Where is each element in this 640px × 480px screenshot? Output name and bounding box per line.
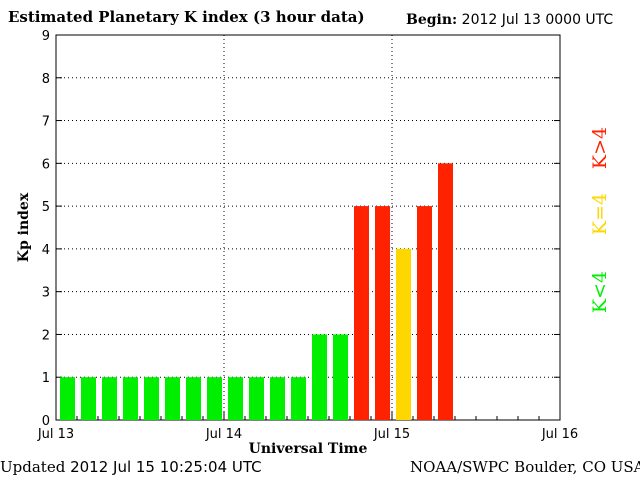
- legend-low: K<4: [589, 270, 612, 314]
- bar: [207, 377, 222, 420]
- bar: [333, 334, 348, 420]
- bar: [396, 248, 411, 420]
- y-tick-label: 8: [42, 72, 50, 87]
- y-tick-label: 5: [42, 200, 50, 215]
- bar: [312, 334, 327, 420]
- x-tick-label: Jul 16: [541, 427, 578, 442]
- updated-value: 2012 Jul 15 10:25:04 UTC: [70, 458, 262, 476]
- legend-high: K>4: [589, 126, 612, 170]
- credit-text: NOAA/SWPC Boulder, CO USA: [410, 458, 640, 476]
- x-tick-label: Jul 13: [37, 427, 74, 442]
- y-tick-label: 3: [42, 286, 50, 301]
- begin-value: 2012 Jul 13 0000 UTC: [461, 12, 614, 28]
- legend-equal: K=4: [589, 192, 612, 236]
- bar: [228, 377, 243, 420]
- y-tick-label: 0: [42, 414, 50, 429]
- y-tick-label: 9: [42, 29, 50, 44]
- bar: [375, 206, 390, 420]
- x-tick-label: Jul 15: [373, 427, 410, 442]
- bar: [354, 206, 369, 420]
- bar: [438, 163, 453, 421]
- begin-time: Begin: 2012 Jul 13 0000 UTC: [406, 12, 613, 28]
- bar: [165, 377, 180, 420]
- bar: [81, 377, 96, 420]
- bar: [291, 377, 306, 420]
- begin-label: Begin:: [406, 12, 458, 28]
- bar: [270, 377, 285, 420]
- y-tick-label: 4: [42, 243, 50, 258]
- updated-time: Updated 2012 Jul 15 10:25:04 UTC: [0, 458, 262, 476]
- y-tick-label: 2: [42, 328, 50, 343]
- bar: [417, 206, 432, 420]
- x-tick-label: Jul 14: [205, 427, 242, 442]
- bar: [102, 377, 117, 420]
- y-tick-label: 6: [42, 157, 50, 172]
- chart-title: Estimated Planetary K index (3 hour data…: [8, 8, 365, 26]
- bar: [249, 377, 264, 420]
- bar: [144, 377, 159, 420]
- y-tick-label: 1: [42, 371, 50, 386]
- x-axis-title: Universal Time: [249, 441, 368, 457]
- bar: [123, 377, 138, 420]
- y-tick-label: 7: [42, 115, 50, 130]
- bar: [186, 377, 201, 420]
- plot-area: [55, 34, 561, 421]
- y-axis-title: Kp index: [16, 192, 32, 262]
- bar: [60, 377, 75, 420]
- updated-label: Updated: [0, 458, 66, 476]
